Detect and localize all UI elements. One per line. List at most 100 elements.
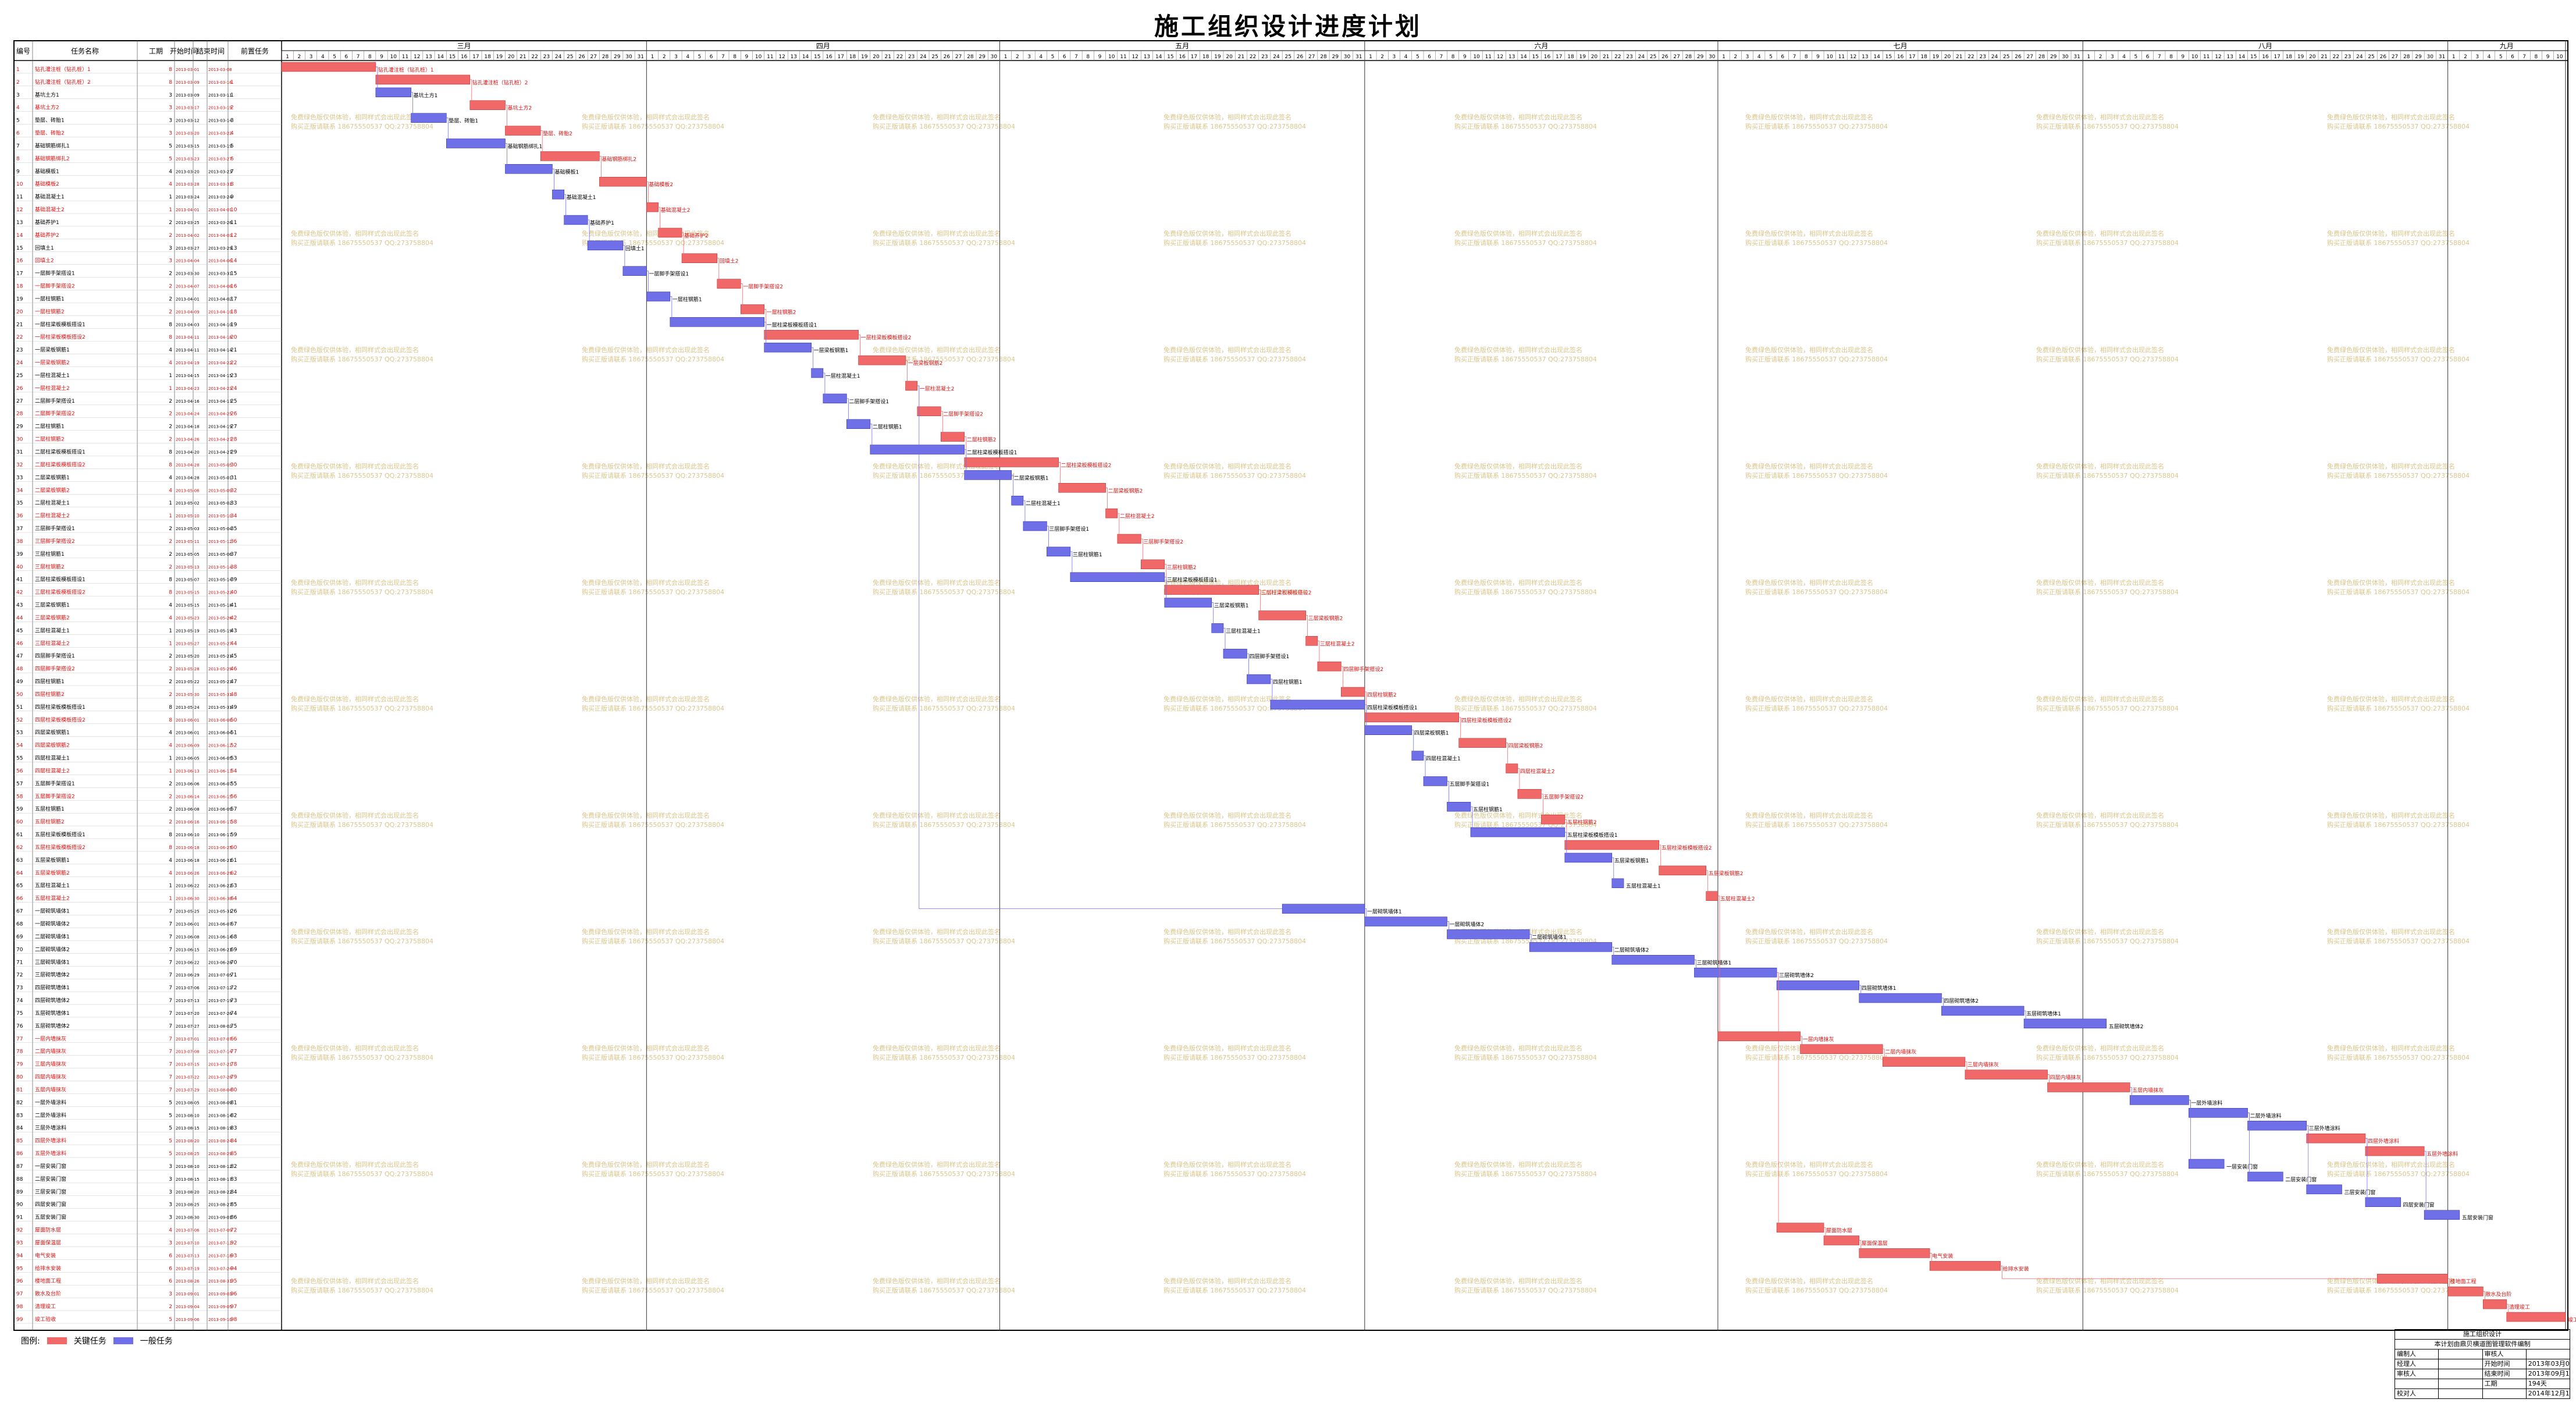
day-label: 12 xyxy=(1850,54,1856,60)
task-bar-label: 基础养护1 xyxy=(590,219,614,226)
task-start: 2013-06-01 xyxy=(176,922,200,927)
task-bar-label: 二层柱梁板模板搭设1 xyxy=(967,449,1017,456)
task-id: 41 xyxy=(16,577,23,583)
task-bar xyxy=(505,164,553,174)
task-predecessor: 17 xyxy=(230,296,237,302)
task-duration: 2 xyxy=(169,552,172,557)
task-bar xyxy=(1776,1223,1824,1233)
task-end: 2013-04-27 xyxy=(208,438,232,442)
dependency-link xyxy=(646,181,649,208)
watermark-text: 免费绿色版仅供体验，相同样式会出现此签名 xyxy=(1745,811,1873,819)
task-start: 2013-03-30 xyxy=(176,272,200,276)
task-end: 2013-04-25 xyxy=(208,412,232,417)
day-label: 4 xyxy=(321,54,325,60)
task-predecessor: 12 xyxy=(230,233,237,239)
dependency-link xyxy=(1447,921,1449,935)
month-label: 五月 xyxy=(1175,42,1189,50)
task-bar xyxy=(411,113,447,123)
day-label: 5 xyxy=(1051,54,1055,60)
task-start: 2013-04-18 xyxy=(176,425,200,429)
task-name: 四层柱混凝土2 xyxy=(35,767,70,774)
task-start: 2013-04-15 xyxy=(176,374,200,378)
task-name: 一层安装门窗 xyxy=(35,1163,66,1170)
watermark-text: 购买正版请联系 18675550537 QQ:273758804 xyxy=(1164,1286,1306,1294)
task-id: 92 xyxy=(16,1228,23,1234)
task-id: 20 xyxy=(16,309,23,315)
task-duration: 1 xyxy=(169,373,172,379)
task-id: 67 xyxy=(16,909,23,915)
day-label: 3 xyxy=(2475,54,2479,60)
task-id: 84 xyxy=(16,1125,23,1131)
legend: 图例: 关键任务 一般任务 xyxy=(21,1335,173,1347)
task-name: 钻孔灌注桩（钻孔桩）1 xyxy=(35,66,91,73)
task-duration: 5 xyxy=(169,1138,172,1144)
task-predecessor: 8 xyxy=(230,182,234,187)
task-name: 一层脚手架搭设2 xyxy=(35,283,75,290)
task-end: 2013-04-10 xyxy=(208,322,232,327)
dependency-link xyxy=(1859,1240,1862,1253)
task-start: 2013-08-15 xyxy=(176,1177,200,1182)
day-label: 9 xyxy=(1463,54,1467,60)
day-label: 24 xyxy=(2356,54,2363,60)
day-label: 16 xyxy=(826,54,832,60)
task-predecessor: 1 xyxy=(230,80,234,86)
task-end: 2013-08-02 xyxy=(208,1024,232,1029)
dependency-link xyxy=(1305,615,1308,641)
task-end: 2013-07-12 xyxy=(208,1241,232,1245)
watermark-text: 购买正版请联系 18675550537 QQ:273758804 xyxy=(2327,821,2470,829)
task-id: 9 xyxy=(16,169,20,175)
task-id: 42 xyxy=(16,590,23,596)
task-id: 73 xyxy=(16,985,23,991)
task-name: 五层柱混凝土1 xyxy=(35,882,70,889)
task-id: 66 xyxy=(16,896,23,902)
watermark-text: 购买正版请联系 18675550537 QQ:273758804 xyxy=(2036,588,2179,596)
task-id: 88 xyxy=(16,1177,23,1182)
task-id: 46 xyxy=(16,641,23,647)
day-label: 28 xyxy=(1685,54,1692,60)
task-duration: 4 xyxy=(169,347,172,353)
task-predecessor: 82 xyxy=(230,1113,237,1118)
watermark-text: 购买正版请联系 18675550537 QQ:273758804 xyxy=(1454,1170,1597,1178)
legend-normal-label: 一般任务 xyxy=(140,1337,173,1346)
task-name: 四层外墙涂料 xyxy=(35,1137,66,1144)
task-bar xyxy=(1529,942,1613,952)
task-name: 二层柱钢筋2 xyxy=(35,436,65,443)
watermark-text: 购买正版请联系 18675550537 QQ:273758804 xyxy=(2327,1170,2470,1178)
task-duration: 4 xyxy=(169,475,172,481)
task-id: 82 xyxy=(16,1100,23,1106)
watermark-text: 购买正版请联系 18675550537 QQ:273758804 xyxy=(1745,355,1888,363)
task-predecessor: 47 xyxy=(230,679,237,685)
dependency-link xyxy=(2024,1010,2026,1024)
task-start: 2013-08-25 xyxy=(176,1203,200,1208)
task-duration: 6 xyxy=(169,1253,172,1259)
watermark-text: 购买正版请联系 18675550537 QQ:273758804 xyxy=(582,471,724,480)
day-label: 31 xyxy=(2073,54,2080,60)
task-duration: 2 xyxy=(169,309,172,315)
dependency-link xyxy=(1270,679,1273,705)
task-bar-label: 四层砌筑墙体2 xyxy=(1944,997,1979,1004)
task-id: 93 xyxy=(16,1240,23,1246)
tb-cell: 2014年12月12日 xyxy=(2525,1389,2570,1398)
day-label: 15 xyxy=(814,54,820,60)
task-name: 二层柱钢筋1 xyxy=(35,423,65,430)
task-id: 86 xyxy=(16,1151,23,1157)
day-label: 10 xyxy=(1826,54,1833,60)
watermark-text: 免费绿色版仅供体验，相同样式会出现此签名 xyxy=(2327,346,2455,354)
task-predecessor: 1 xyxy=(230,93,234,98)
day-label: 28 xyxy=(967,54,974,60)
task-bar-label: 三层柱混凝土2 xyxy=(1320,640,1355,647)
day-label: 29 xyxy=(1332,54,1339,60)
task-predecessor: 35 xyxy=(230,526,237,532)
day-label: 8 xyxy=(2169,54,2173,60)
task-start: 2013-03-24 xyxy=(176,195,200,200)
day-label: 20 xyxy=(508,54,515,60)
task-name: 基础钢筋绑扎2 xyxy=(35,155,70,162)
task-duration: 7 xyxy=(169,1011,172,1017)
watermark-text: 购买正版请联系 18675550537 QQ:273758804 xyxy=(291,239,433,247)
watermark-text: 免费绿色版仅供体验，相同样式会出现此签名 xyxy=(1164,578,1291,587)
watermark-text: 免费绿色版仅供体验，相同样式会出现此签名 xyxy=(291,462,419,470)
column-header: 编号 xyxy=(16,47,30,55)
watermark-text: 购买正版请联系 18675550537 QQ:273758804 xyxy=(2327,1286,2470,1294)
task-start: 2013-05-30 xyxy=(176,692,200,697)
task-id: 83 xyxy=(16,1113,23,1118)
